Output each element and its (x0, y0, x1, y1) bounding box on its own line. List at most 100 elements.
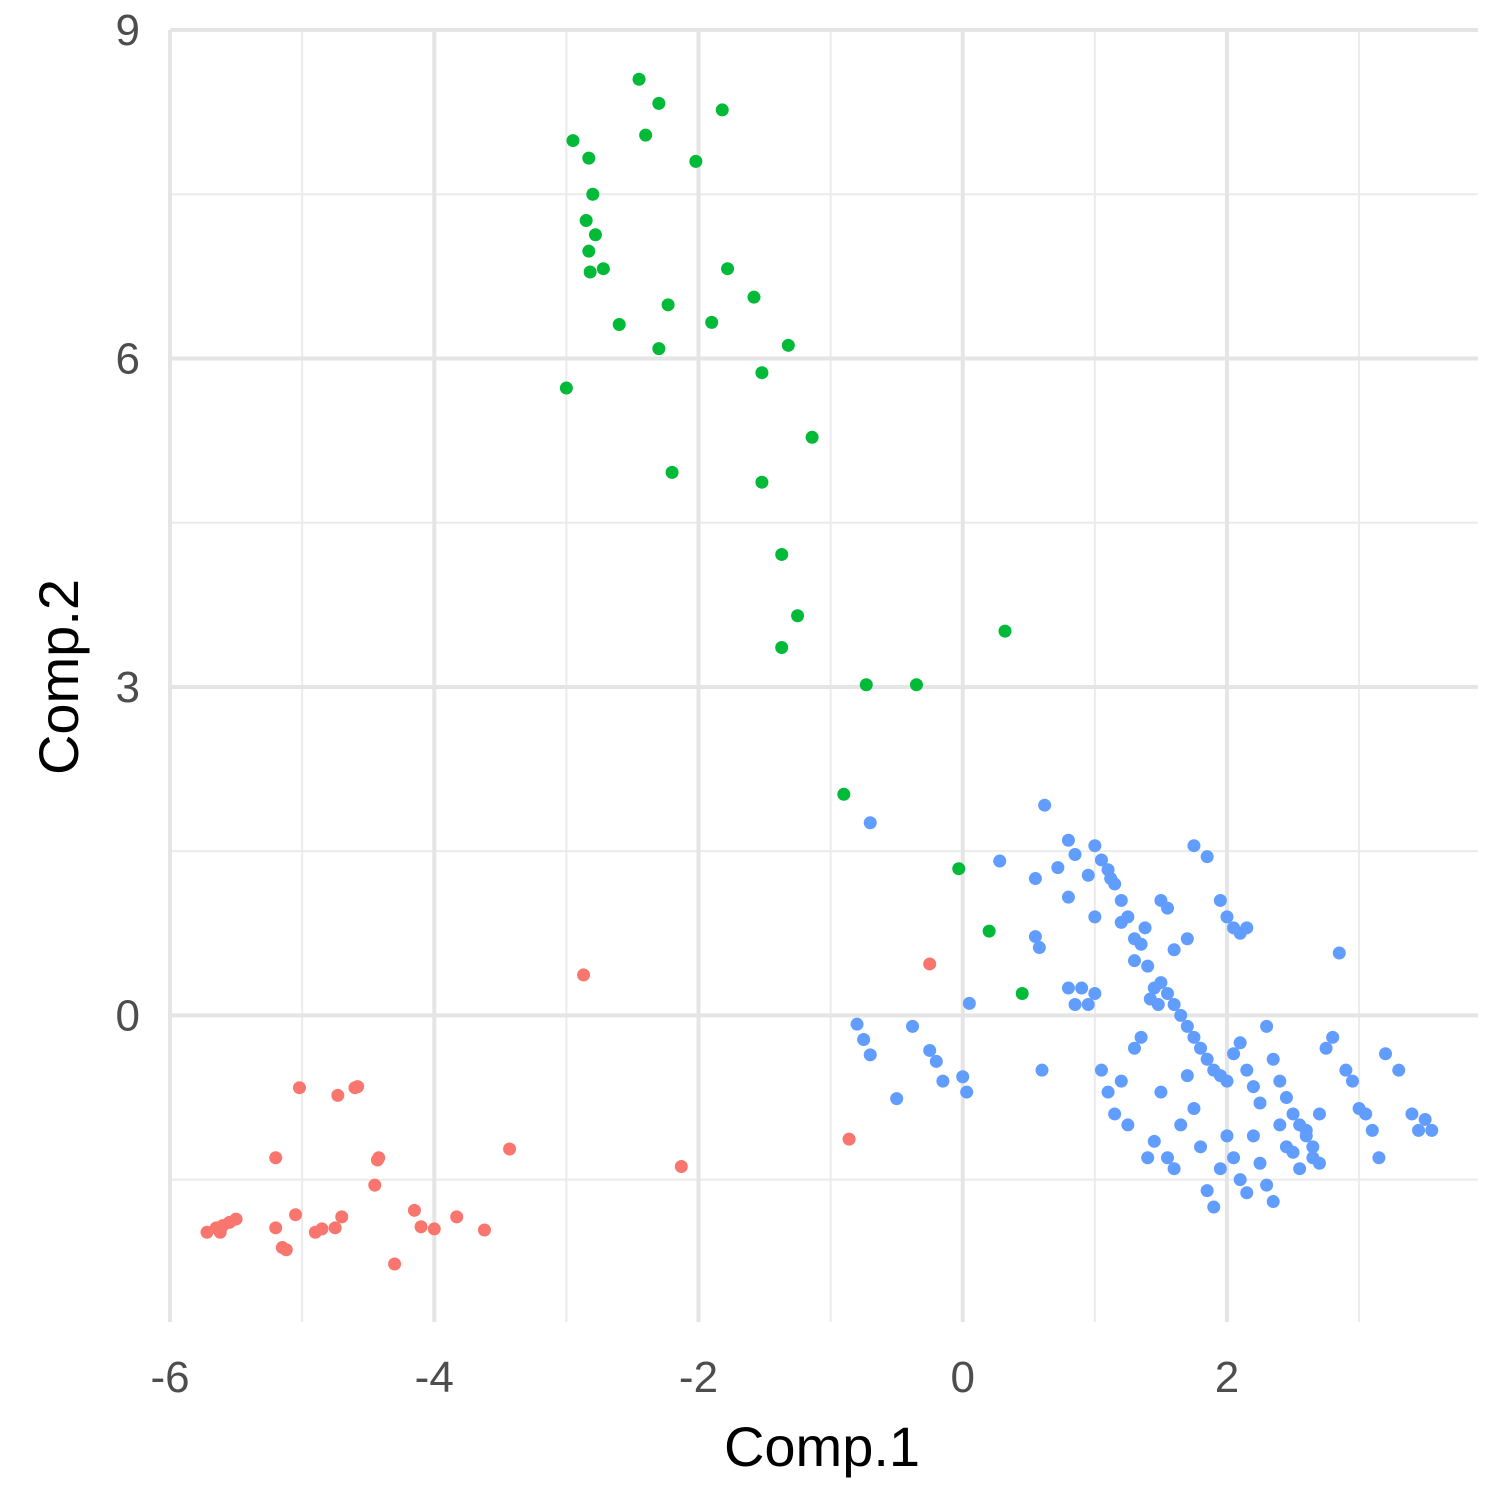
data-point (577, 968, 591, 982)
data-point (1273, 1074, 1287, 1088)
data-point (1227, 1047, 1241, 1061)
data-point (372, 1151, 386, 1165)
data-point (1286, 1145, 1300, 1159)
data-point (229, 1212, 243, 1226)
data-point (1134, 1030, 1148, 1044)
data-point (1161, 901, 1175, 915)
data-point (407, 1203, 421, 1217)
data-point (1312, 1156, 1326, 1170)
data-point (863, 1048, 877, 1062)
data-point (1167, 1162, 1181, 1176)
y-axis-title: Comp.2 (27, 579, 90, 775)
x-tick-label: 2 (1215, 1353, 1239, 1402)
data-point (1068, 997, 1082, 1011)
data-point (1227, 1151, 1241, 1165)
data-point (859, 678, 873, 692)
data-point (639, 128, 653, 142)
data-point (962, 996, 976, 1010)
y-tick-label: 6 (116, 334, 140, 383)
data-point (665, 465, 679, 479)
data-point (1266, 1052, 1280, 1066)
data-point (652, 96, 666, 110)
y-tick-label: 3 (116, 663, 140, 712)
data-point (1075, 981, 1089, 995)
data-point (1174, 1008, 1188, 1022)
data-point (1180, 1069, 1194, 1083)
x-tick-label: -4 (415, 1353, 454, 1402)
data-point (1207, 1200, 1221, 1214)
data-point (1405, 1107, 1419, 1121)
data-point (1061, 833, 1075, 847)
data-point (1127, 1041, 1141, 1055)
data-point (579, 214, 593, 228)
data-point (923, 1043, 937, 1057)
data-point (331, 1088, 345, 1102)
data-point (583, 265, 597, 279)
data-point (1200, 1184, 1214, 1198)
data-point (1114, 893, 1128, 907)
data-point (1028, 872, 1042, 886)
minor-gridlines (170, 30, 1478, 1322)
data-point (890, 1092, 904, 1106)
data-point (388, 1257, 402, 1271)
data-point (289, 1208, 303, 1222)
data-point (477, 1223, 491, 1237)
data-point (1359, 1107, 1373, 1121)
data-point (1213, 893, 1227, 907)
data-point (588, 228, 602, 242)
data-point (1068, 847, 1082, 861)
data-point (1246, 1080, 1260, 1094)
data-point (1220, 1129, 1234, 1143)
data-point (775, 547, 789, 561)
data-point (906, 1019, 920, 1033)
data-point (1392, 1063, 1406, 1077)
data-point (705, 315, 719, 329)
data-point (1233, 1036, 1247, 1050)
data-point (1418, 1112, 1432, 1126)
data-point (632, 72, 646, 86)
data-point (1154, 1085, 1168, 1099)
data-point (1147, 1134, 1161, 1148)
data-point (612, 318, 626, 332)
data-point (292, 1081, 306, 1095)
data-point (956, 1070, 970, 1084)
data-point (837, 787, 851, 801)
x-tick-label: 0 (950, 1353, 974, 1402)
data-point (1161, 987, 1175, 1001)
x-tick-label: -6 (150, 1353, 189, 1402)
data-point (1273, 1118, 1287, 1132)
data-point (1253, 1156, 1267, 1170)
data-point (1101, 1085, 1115, 1099)
y-tick-label: 0 (116, 991, 140, 1040)
data-point (1161, 1151, 1175, 1165)
data-point (1365, 1123, 1379, 1137)
data-point (775, 641, 789, 655)
data-point (1081, 868, 1095, 882)
data-point (952, 862, 966, 876)
data-point (1094, 853, 1108, 867)
data-point (1332, 946, 1346, 960)
data-point (929, 1054, 943, 1068)
data-point (1187, 1101, 1201, 1115)
data-point (1141, 1151, 1155, 1165)
data-point (863, 816, 877, 830)
x-axis-title: Comp.1 (724, 1415, 920, 1478)
data-point (1187, 839, 1201, 853)
data-point (1088, 910, 1102, 924)
data-point (674, 1160, 688, 1174)
data-point (1306, 1140, 1320, 1154)
data-point (909, 678, 923, 692)
data-point (1379, 1047, 1393, 1061)
y-axis-ticks: 0 3 6 9 (116, 6, 140, 1040)
data-point (1138, 921, 1152, 935)
data-point (982, 924, 996, 938)
data-point (1104, 872, 1118, 886)
data-point (1260, 1019, 1274, 1033)
data-point (747, 290, 761, 304)
data-point (842, 1132, 856, 1146)
data-point (1319, 1041, 1333, 1055)
data-point (1233, 1173, 1247, 1187)
data-points (200, 72, 1439, 1271)
